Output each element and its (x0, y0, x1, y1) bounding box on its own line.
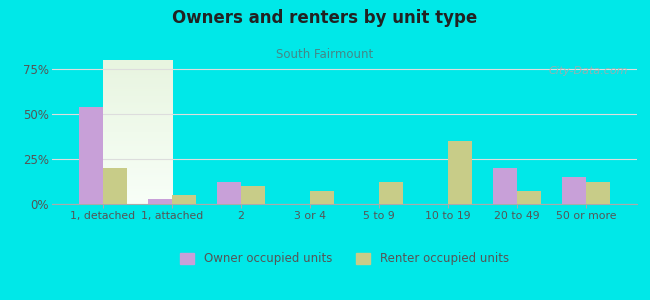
Bar (79, 107, 103, 204)
Bar (379, 182, 403, 204)
Bar (241, 186, 265, 204)
Bar (586, 182, 610, 204)
Bar (493, 168, 517, 204)
Bar (310, 191, 334, 204)
Text: South Fairmount: South Fairmount (276, 48, 374, 61)
Text: City-Data.com: City-Data.com (549, 66, 628, 76)
Bar (562, 177, 586, 204)
Bar (216, 182, 241, 204)
Bar (148, 199, 172, 204)
Bar (172, 195, 196, 204)
Bar (517, 191, 541, 204)
Text: Owners and renters by unit type: Owners and renters by unit type (172, 9, 478, 27)
Legend: Owner occupied units, Renter occupied units: Owner occupied units, Renter occupied un… (176, 248, 514, 270)
Bar (448, 141, 473, 204)
Bar (103, 168, 127, 204)
